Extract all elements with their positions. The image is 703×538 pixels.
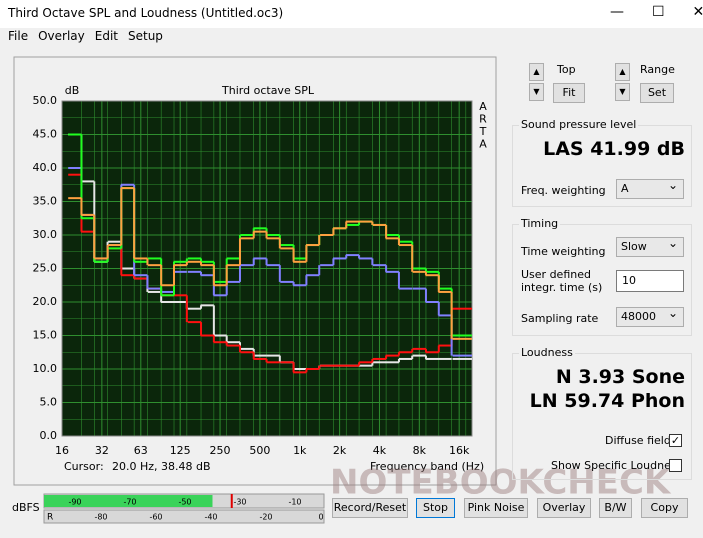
meter-right-label: R (47, 513, 53, 523)
menu-item[interactable]: Setup (128, 29, 163, 43)
specific-loudness-checkbox[interactable] (669, 459, 682, 472)
meter-peak (230, 494, 233, 508)
meter-right-track (43, 509, 325, 524)
integr-label: integr. time (s) (521, 281, 603, 294)
y-axis-label: dB (65, 84, 80, 97)
spl-group: Sound pressure level LAS 41.99 dB Freq. … (512, 118, 692, 207)
top-down[interactable]: ▼ (529, 83, 544, 101)
specific-loudness-label: Show Specific Loudness (551, 459, 683, 472)
timing-group: Timing Time weighting User defined integ… (512, 217, 692, 336)
top-up[interactable]: ▲ (529, 63, 544, 81)
meter-scale-label: -70 (123, 498, 136, 507)
range-down[interactable]: ▼ (615, 83, 630, 101)
side-label: A (479, 100, 487, 113)
x-tick-label: 250 (210, 444, 231, 457)
x-tick-label: 63 (134, 444, 148, 457)
integr-time-input[interactable]: 10 (616, 270, 684, 292)
y-tick-label: 50.0 (33, 94, 58, 107)
chart-title: Third octave SPL (221, 84, 315, 97)
meter-scale-label: -90 (68, 498, 81, 507)
side-label: R (479, 113, 487, 126)
y-tick-label: 30.0 (33, 228, 58, 241)
set-button[interactable]: Set (640, 83, 674, 103)
diffuse-field-label: Diffuse field (605, 434, 671, 447)
button[interactable]: Copy (641, 498, 688, 518)
top-label: Top (557, 63, 576, 76)
group-title: Timing (519, 217, 561, 230)
meter-level (44, 495, 213, 507)
meter-scale-label: -10 (288, 498, 301, 507)
time-weighting-label: Time weighting (521, 245, 606, 258)
window-title: Third Octave SPL and Loudness (Untitled.… (8, 6, 284, 20)
loudness-ln: LN 59.74 Phon (529, 390, 685, 412)
x-tick-label: 500 (249, 444, 270, 457)
y-tick-label: 45.0 (33, 128, 58, 141)
y-tick-label: 0.0 (40, 429, 58, 442)
cursor-label: Cursor: (64, 460, 104, 473)
fit-button[interactable]: Fit (553, 83, 585, 103)
x-axis-label: Frequency band (Hz) (370, 460, 484, 473)
plot-border (61, 100, 473, 437)
loudness-group: Loudness N 3.93 Sone LN 59.74 Phon Diffu… (512, 346, 692, 480)
x-tick-label: 16k (449, 444, 470, 457)
cursor-value: 20.0 Hz, 38.48 dB (112, 460, 211, 473)
meter-scale-label: -40 (204, 513, 217, 522)
sampling-rate-label: Sampling rate (521, 312, 599, 325)
side-label: A (479, 138, 487, 151)
window-controls[interactable]: —☐✕ (610, 4, 703, 20)
spl-reading: LAS 41.99 dB (543, 138, 685, 160)
meter-scale-label: -50 (178, 498, 191, 507)
loudness-n: N 3.93 Sone (555, 366, 685, 388)
button[interactable]: Stop (416, 498, 455, 518)
sampling-rate-select[interactable]: 48000 (616, 306, 684, 327)
freq-weighting-label: Freq. weighting (521, 184, 606, 197)
y-tick-label: 35.0 (33, 195, 58, 208)
button[interactable]: Pink Noise (464, 498, 528, 518)
side-label: T (479, 125, 487, 138)
time-weighting-select[interactable]: Slow (616, 236, 684, 257)
watermark: NOTEBOOKCHECK (330, 463, 672, 503)
x-tick-label: 4k (373, 444, 387, 457)
x-tick-label: 125 (170, 444, 191, 457)
range-label: Range (640, 63, 675, 76)
meter-scale-label: -80 (94, 513, 107, 522)
meter-scale-label: -60 (149, 513, 162, 522)
range-up[interactable]: ▲ (615, 63, 630, 81)
y-tick-label: 5.0 (40, 396, 58, 409)
y-tick-label: 25.0 (33, 262, 58, 275)
x-tick-label: 32 (95, 444, 109, 457)
button[interactable]: Record/Reset (332, 498, 408, 518)
x-tick-label: 16 (55, 444, 69, 457)
group-title: Loudness (519, 346, 575, 359)
group-title: Sound pressure level (519, 118, 639, 131)
y-tick-label: 40.0 (33, 161, 58, 174)
menu-item[interactable]: Overlay (38, 29, 85, 43)
x-tick-label: 1k (293, 444, 307, 457)
meter-scale-label: 0 (318, 513, 323, 522)
x-tick-label: 2k (333, 444, 347, 457)
integr-label: User defined (521, 268, 591, 281)
diffuse-field-checkbox[interactable]: ✓ (669, 434, 682, 447)
button[interactable]: Overlay (537, 498, 591, 518)
menu-item[interactable]: Edit (94, 29, 118, 43)
meter-scale-label: -30 (233, 498, 246, 507)
x-tick-label: 8k (413, 444, 427, 457)
y-tick-label: 10.0 (33, 362, 58, 375)
meter-label: dBFS (12, 501, 40, 514)
title-bar (0, 0, 703, 28)
freq-weighting-select[interactable]: A (616, 178, 684, 199)
menu-bar: File Overlay Edit Setup (8, 29, 173, 43)
y-tick-label: 20.0 (33, 295, 58, 308)
meter-scale-label: -20 (259, 513, 272, 522)
menu-item[interactable]: File (8, 29, 29, 43)
button[interactable]: B/W (599, 498, 632, 518)
y-tick-label: 15.0 (33, 329, 58, 342)
